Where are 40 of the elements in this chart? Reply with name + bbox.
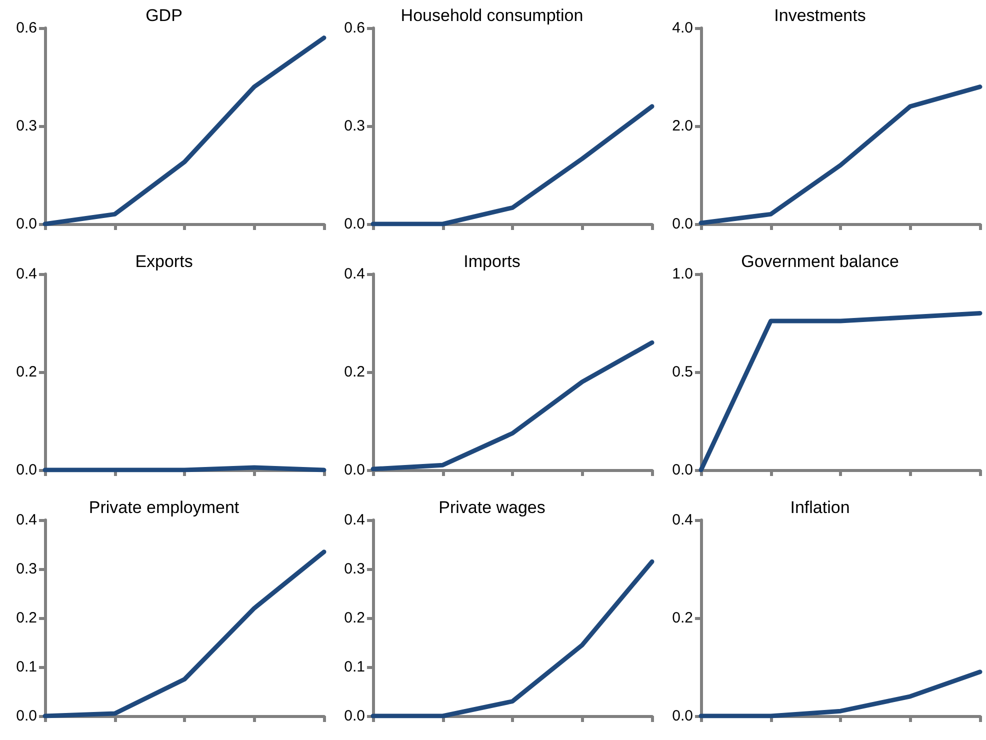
y-tick-label: 0.6	[16, 20, 37, 36]
y-tick-label: 0.1	[16, 658, 37, 676]
chart-title: Investments	[774, 6, 866, 25]
y-tick-label: 0.0	[16, 216, 37, 232]
y-tick-label: 0.3	[344, 118, 365, 134]
y-tick-label: 0.2	[344, 610, 365, 626]
y-tick-label: 0.4	[16, 266, 37, 282]
y-tick-label: 0.0	[16, 708, 37, 724]
y-tick-label: 0.0	[344, 708, 365, 724]
y-tick-label: 0.4	[344, 512, 365, 528]
y-tick-label: 0.2	[16, 610, 37, 626]
y-tick-label: 1.0	[672, 266, 693, 282]
y-tick-label: 0.0	[344, 462, 365, 478]
y-tick-label: 0.4	[344, 266, 365, 282]
y-tick-label: 0.6	[344, 20, 365, 36]
y-tick-label: 0.4	[16, 512, 37, 528]
y-tick-label: 0.0	[672, 216, 693, 232]
y-tick-label: 4.0	[672, 20, 693, 36]
y-tick-label: 0.2	[344, 364, 365, 380]
y-tick-label: 0.0	[672, 708, 693, 724]
y-tick-label: 0.3	[344, 560, 365, 578]
chart-title: Government balance	[741, 252, 899, 271]
y-tick-label: 2.0	[672, 118, 693, 134]
y-tick-label: 0.1	[344, 658, 365, 676]
y-tick-label: 0.0	[344, 216, 365, 232]
y-tick-label: 0.4	[672, 512, 693, 528]
chart-title: GDP	[146, 6, 182, 25]
chart-title: Household consumption	[400, 6, 584, 25]
y-tick-label: 0.3	[16, 560, 37, 578]
chart-title: Private employment	[88, 498, 240, 517]
y-tick-label: 0.3	[16, 118, 37, 134]
chart-title: Imports	[464, 252, 520, 271]
y-tick-label: 0.0	[672, 462, 693, 478]
chart-title: Inflation	[790, 498, 850, 517]
y-tick-label: 0.2	[16, 364, 37, 380]
y-tick-label: 0.5	[672, 364, 693, 380]
y-tick-label: 0.2	[672, 610, 693, 626]
chart-title: Private wages	[438, 498, 546, 517]
chart-title: Exports	[135, 252, 193, 271]
y-tick-label: 0.0	[16, 462, 37, 478]
